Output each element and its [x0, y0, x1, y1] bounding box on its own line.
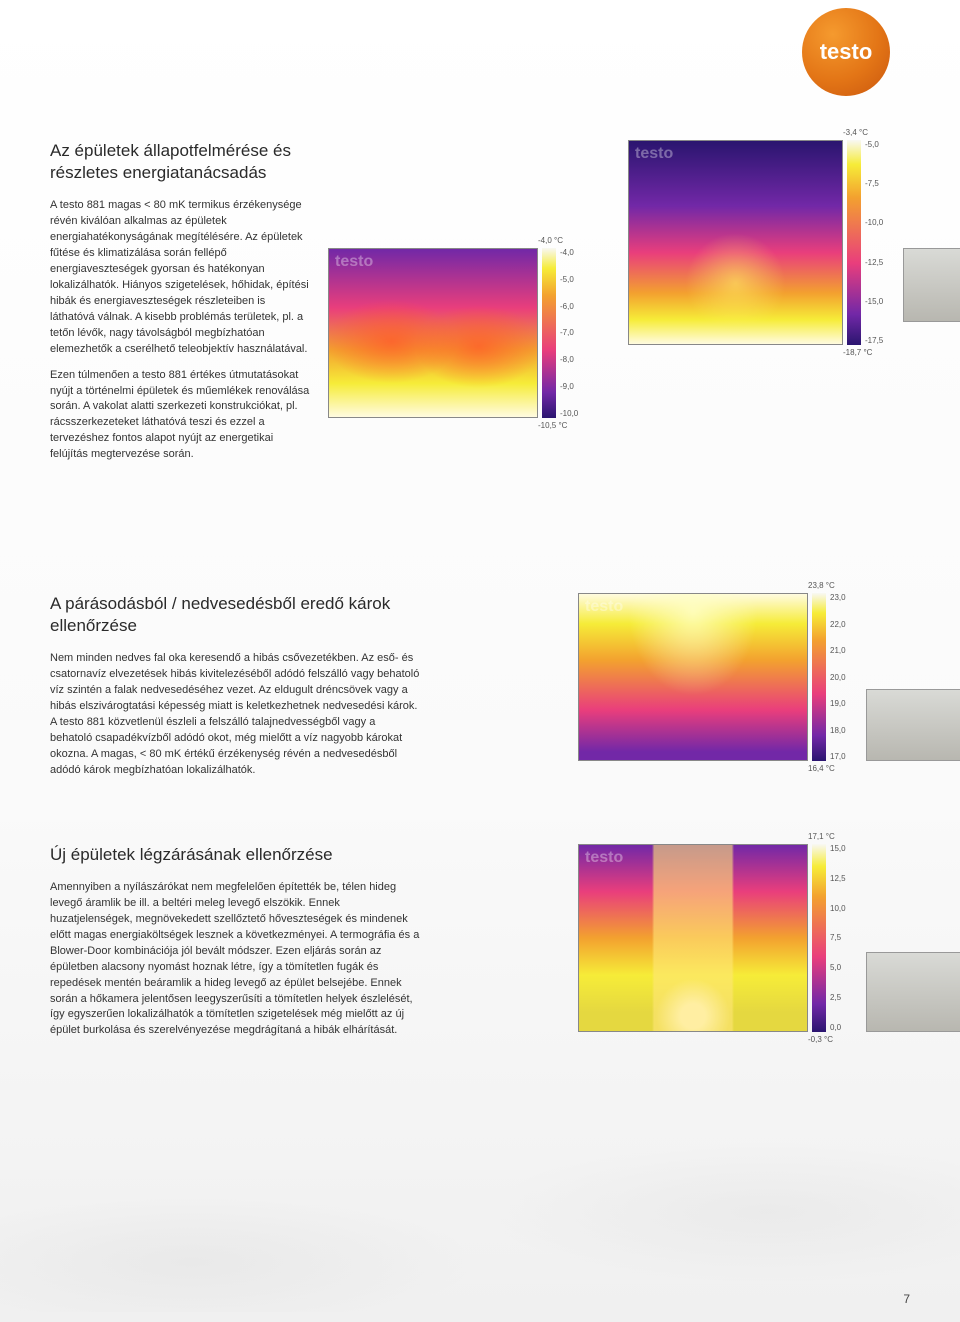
logo-text: testo — [820, 39, 873, 65]
section2-para1: Nem minden nedves fal oka keresendő a hi… — [50, 651, 420, 779]
scale3-top: 23,8 °C — [808, 581, 835, 590]
thermal-image-corner: testo — [578, 593, 808, 761]
scale2-ticks: -4,0 -5,0 -6,0 -7,0 -8,0 -9,0 -10,0 — [560, 248, 578, 418]
watermark-icon: testo — [335, 253, 373, 271]
section3-title: Új épületek légzárásának ellenőrzése — [50, 844, 420, 866]
background-swirl — [0, 1062, 960, 1312]
scale1-bottom: -18,7 °C — [843, 348, 872, 357]
thermal-image-house-far: testo — [628, 140, 843, 345]
page-number: 7 — [903, 1292, 910, 1306]
scale2-bottom: -10,5 °C — [538, 421, 567, 430]
scale4-ticks: 15,0 12,5 10,0 7,5 5,0 2,5 0,0 — [830, 844, 846, 1032]
section1-para1: A testo 881 magas < 80 mK termikus érzék… — [50, 198, 310, 357]
watermark-icon: testo — [585, 598, 623, 616]
section3-para1: Amennyiben a nyílászárókat nem megfelelő… — [50, 880, 420, 1039]
thermal-image-windows: testo — [328, 248, 538, 418]
scale4-bottom: -0,3 °C — [808, 1035, 833, 1044]
real-photo-door — [866, 952, 960, 1032]
real-photo-house — [903, 248, 960, 322]
section-building-assessment: Az épületek állapotfelmérése és részlete… — [50, 140, 910, 473]
scale2-top: -4,0 °C — [538, 236, 563, 245]
real-photo-corner — [866, 689, 960, 761]
section1-title: Az épületek állapotfelmérése és részlete… — [50, 140, 310, 184]
testo-logo: testo — [802, 8, 890, 96]
section-air-tightness: Új épületek légzárásának ellenőrzése Ame… — [50, 844, 910, 1049]
thermal-image-door: testo — [578, 844, 808, 1032]
section2-title: A párásodásból / nedvesedésből eredő kár… — [50, 593, 420, 637]
watermark-icon: testo — [585, 849, 623, 867]
scale3-bottom: 16,4 °C — [808, 764, 835, 773]
scale3-ticks: 23,0 22,0 21,0 20,0 19,0 18,0 17,0 — [830, 593, 846, 761]
scale1-top: -3,4 °C — [843, 128, 868, 137]
page: testo Az épületek állapotfelmérése és ré… — [0, 0, 960, 1322]
scale1-ticks: -5,0 -7,5 -10,0 -12,5 -15,0 -17,5 — [865, 140, 883, 345]
section1-para2: Ezen túlmenően a testo 881 értékes útmut… — [50, 368, 310, 464]
section-moisture-damage: A párásodásból / nedvesedésből eredő kár… — [50, 593, 910, 789]
watermark-icon: testo — [635, 145, 673, 163]
scale4-top: 17,1 °C — [808, 832, 835, 841]
